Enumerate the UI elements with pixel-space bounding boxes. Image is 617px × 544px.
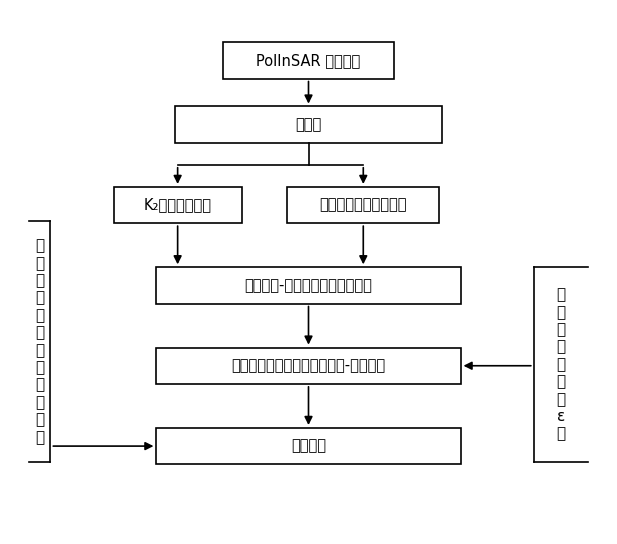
FancyBboxPatch shape bbox=[156, 348, 461, 384]
Text: 预处理: 预处理 bbox=[296, 117, 321, 132]
Text: 基于变化补偿系数的相干相位-幅度树高: 基于变化补偿系数的相干相位-幅度树高 bbox=[231, 358, 386, 373]
FancyBboxPatch shape bbox=[156, 428, 461, 465]
Text: 精度分析: 精度分析 bbox=[291, 438, 326, 454]
FancyBboxPatch shape bbox=[175, 107, 442, 143]
FancyBboxPatch shape bbox=[114, 187, 241, 223]
Text: 变
化
的
补
偿
系
数
ε
图: 变 化 的 补 偿 系 数 ε 图 bbox=[557, 287, 566, 442]
FancyBboxPatch shape bbox=[287, 187, 439, 223]
Text: K₂和入射角影像: K₂和入射角影像 bbox=[144, 197, 212, 213]
FancyBboxPatch shape bbox=[156, 267, 461, 304]
Text: 相干相位-幅度树高算法反演树高: 相干相位-幅度树高算法反演树高 bbox=[244, 278, 373, 293]
Text: 确定最优相干极化方式: 确定最优相干极化方式 bbox=[320, 197, 407, 213]
FancyBboxPatch shape bbox=[223, 42, 394, 79]
Text: PolInSAR 雷达影像: PolInSAR 雷达影像 bbox=[257, 53, 360, 68]
Text: 实
地
调
查
平
均
树
高
检
测
样
本: 实 地 调 查 平 均 树 高 检 测 样 本 bbox=[35, 238, 44, 445]
